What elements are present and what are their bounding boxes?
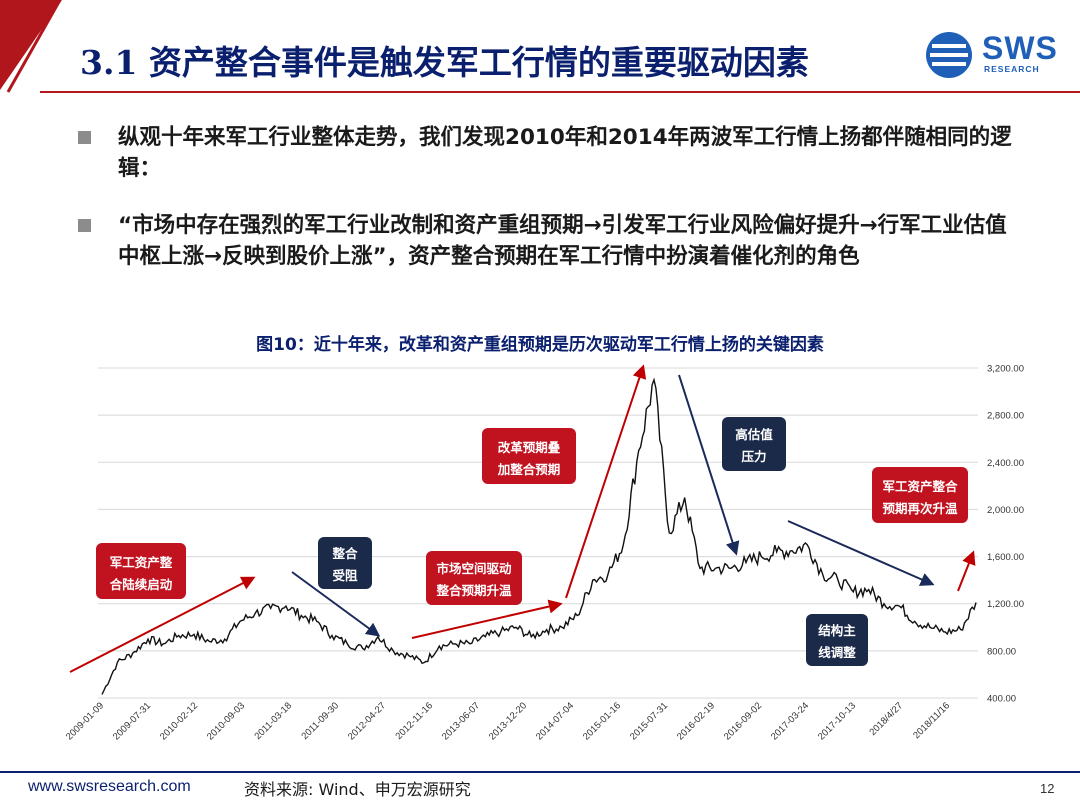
x-tick-label: 2015-01-16	[581, 700, 623, 742]
callout-c7: 结构主 线调整	[806, 614, 868, 666]
x-tick-label: 2017-10-13	[816, 700, 858, 742]
page-title: 3.1 资产整合事件是触发军工行情的重要驱动因素	[80, 43, 809, 82]
x-tick-label: 2013-12-20	[487, 700, 529, 742]
callout-c5: 高估值 压力	[722, 417, 786, 471]
figure-title: 图10：近十年来，改革和资产重组预期是历次驱动军工行情上扬的关键因素	[256, 335, 824, 355]
callout-c5-line2: 压力	[741, 449, 766, 464]
y-tick-label: 1,600.00	[987, 552, 1024, 563]
footer-divider	[0, 771, 1080, 773]
y-tick-label: 400.00	[987, 694, 1016, 705]
x-tick-label: 2012-04-27	[346, 700, 388, 742]
series-layer	[101, 377, 977, 695]
x-tick-label: 2013-06-07	[440, 700, 482, 742]
bullet-square-icon	[78, 219, 91, 232]
logo-text: SWS	[982, 30, 1058, 66]
trend-arrow-up-2	[411, 599, 563, 639]
trend-arrow-up-1	[69, 576, 256, 673]
x-tick-label: 2017-03-24	[769, 700, 811, 742]
footer-url[interactable]: www.swsresearch.com	[28, 778, 191, 795]
trend-arrow-down-1	[291, 571, 381, 637]
callout-c2: 整合 受阻	[318, 537, 372, 589]
x-tick-label: 2010-09-03	[205, 700, 247, 742]
x-tick-label: 2016-09-02	[722, 700, 764, 742]
x-tick-label: 2018/11/16	[911, 700, 952, 741]
callout-c1-line2: 合陆续启动	[110, 577, 173, 592]
y-axis-ticks: 400.00 800.00 1,200.00 1,600.00 2,000.00 2,40…	[987, 364, 1024, 705]
x-tick-label: 2018/4/27	[867, 700, 905, 738]
callout-c4-line1: 改革预期叠	[498, 440, 561, 455]
callout-c7-line2: 线调整	[818, 645, 856, 660]
sws-logo-icon	[926, 32, 972, 78]
trend-arrow-down-2	[678, 374, 740, 556]
x-tick-label: 2011-03-18	[252, 700, 294, 742]
x-tick-label: 2012-11-16	[393, 700, 435, 742]
callout-c2-line2: 受阻	[332, 568, 358, 583]
callout-c3-line2: 整合预期升温	[436, 583, 512, 598]
x-tick-label: 2010-02-12	[158, 700, 200, 742]
bullet-1-text: 纵观十年来军工行业整体走势，我们发现2010年和2014年两波军工行情上扬都伴随…	[118, 125, 1012, 181]
line-chart: 400.00 800.00 1,200.00 1,600.00 2,000.00 2,40…	[64, 364, 1024, 743]
x-tick-label: 2016-02-19	[675, 700, 717, 742]
footer-source: 资料来源: Wind、申万宏源研究	[244, 780, 471, 799]
y-tick-label: 3,200.00	[987, 364, 1024, 375]
y-tick-label: 2,400.00	[987, 458, 1024, 469]
x-tick-label: 2011-09-30	[299, 700, 341, 742]
x-tick-label: 2015-07-31	[628, 700, 670, 742]
callout-c1-line1: 军工资产整	[110, 555, 173, 570]
y-tick-label: 800.00	[987, 646, 1016, 657]
y-tick-label: 2,000.00	[987, 505, 1024, 516]
y-tick-label: 1,200.00	[987, 599, 1024, 610]
series-line	[101, 377, 977, 695]
callout-c4: 改革预期叠 加整合预期	[482, 428, 576, 484]
callout-c6-line1: 军工资产整合	[882, 479, 958, 494]
x-tick-label: 2014-07-04	[534, 700, 576, 742]
sws-logo: SWS RESEARCH	[924, 30, 1064, 80]
bullet-2-text: “市场中存在强烈的军工行业改制和资产重组预期→引发军工行业风险偏好提升→行军工业…	[118, 213, 1007, 269]
callout-c4-line2: 加整合预期	[497, 462, 561, 477]
x-tick-label: 2009-07-31	[111, 700, 153, 742]
trend-arrow-up-3	[565, 364, 647, 599]
y-tick-label: 2,800.00	[987, 411, 1024, 422]
logo-subtext: RESEARCH	[984, 64, 1040, 74]
x-axis-ticks: 2009-01-09 2009-07-31 2010-02-12 2010-09-03…	[64, 700, 952, 742]
page-number: 12	[1040, 781, 1055, 796]
callout-c3-line1: 市场空间驱动	[436, 561, 512, 576]
x-tick-label: 2009-01-09	[64, 700, 106, 742]
callout-c5-line1: 高估值	[735, 427, 773, 442]
callout-c2-line1: 整合	[332, 546, 358, 561]
callout-c6: 军工资产整合 预期再次升温	[872, 467, 968, 523]
bullet-square-icon	[78, 131, 91, 144]
trend-arrow-up-4	[957, 550, 976, 592]
trend-arrow-down-3	[787, 520, 935, 586]
callout-c6-line2: 预期再次升温	[882, 501, 958, 516]
callout-c1: 军工资产整 合陆续启动	[96, 543, 186, 599]
callout-c7-line1: 结构主	[818, 623, 856, 638]
grid	[98, 367, 978, 699]
header-band	[0, 0, 1080, 93]
callout-c3: 市场空间驱动 整合预期升温	[426, 551, 522, 605]
